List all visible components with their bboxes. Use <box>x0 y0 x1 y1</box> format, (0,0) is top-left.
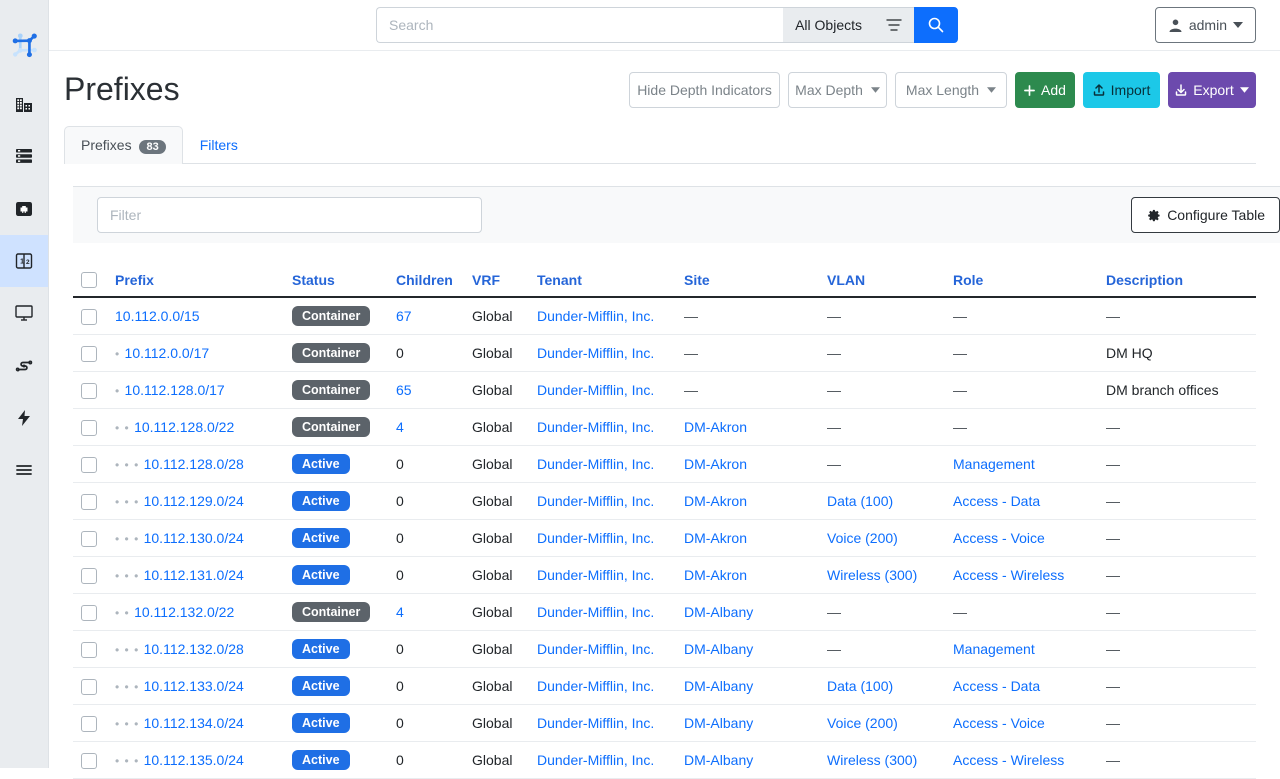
svg-text:1: 1 <box>20 259 24 266</box>
svg-text:2: 2 <box>26 259 30 266</box>
